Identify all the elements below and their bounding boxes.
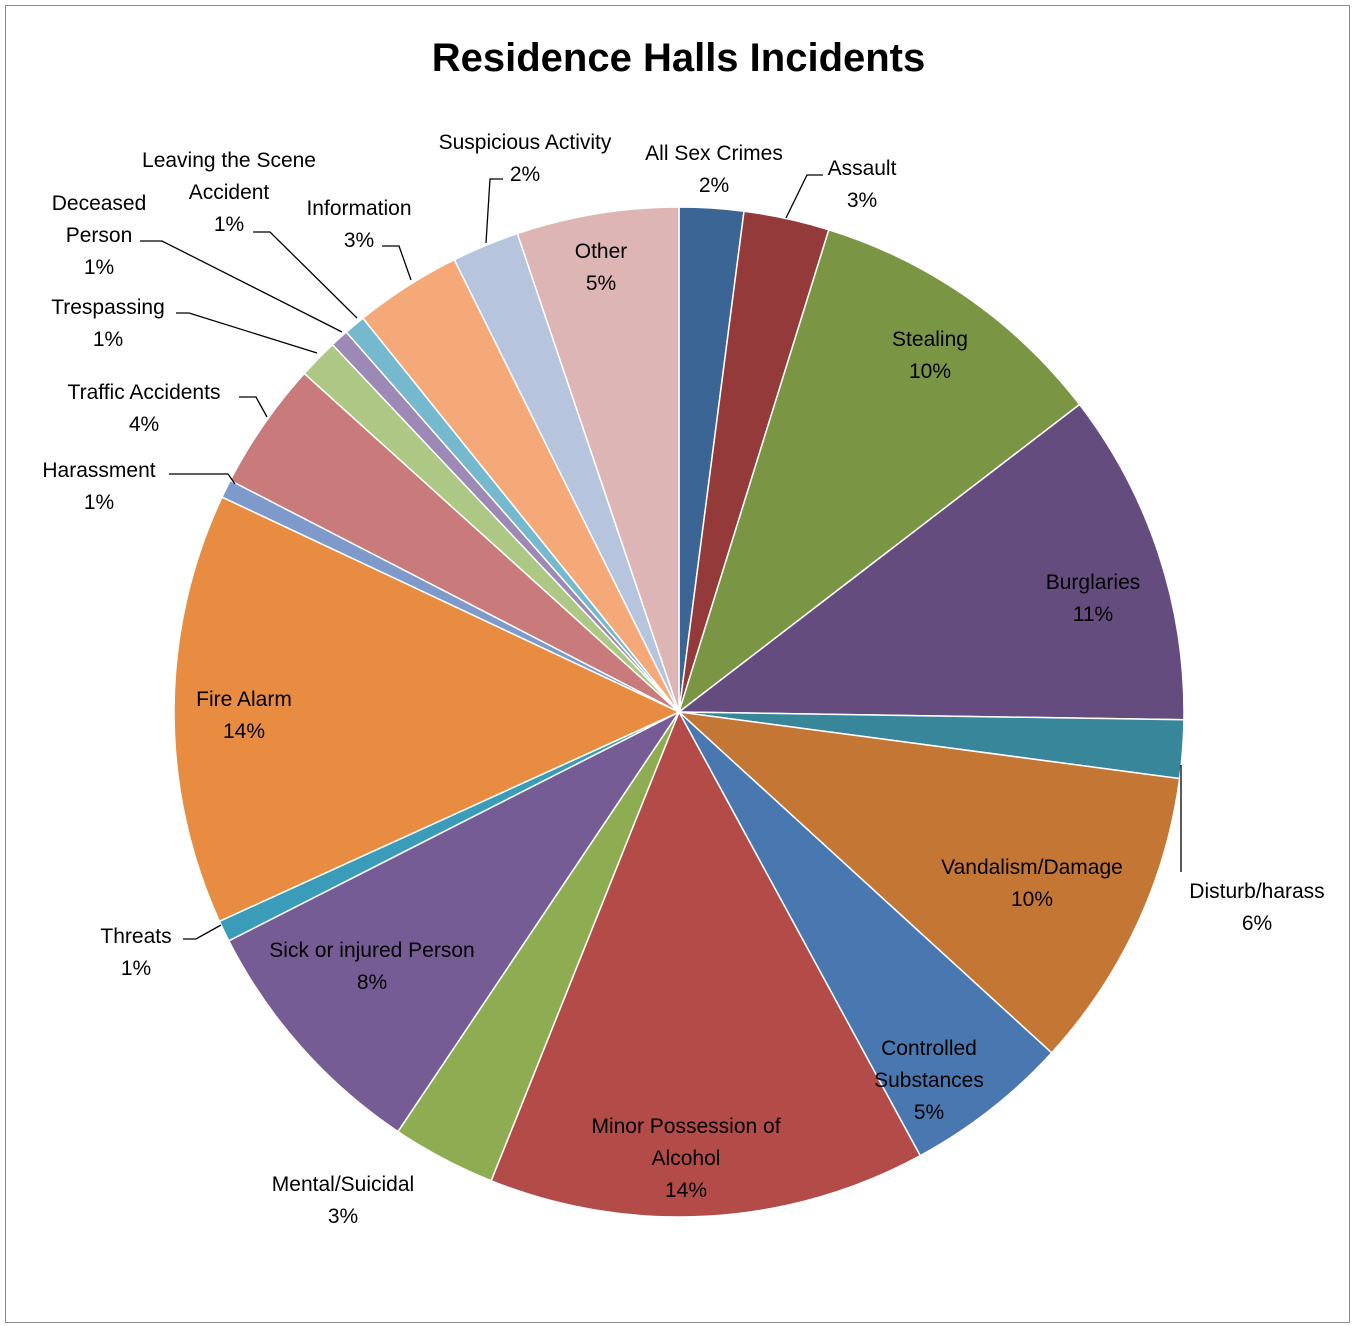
- data-label-traffic-accidents: Traffic Accidents 4%: [68, 381, 221, 436]
- leader-line-harassment: [169, 473, 236, 485]
- pie-slice-vandalism-damage: [676, 710, 1181, 1054]
- pie-slice-fire-alarm: [173, 496, 681, 923]
- data-label-disturb-harass: Disturb/harass 6%: [1189, 880, 1324, 935]
- data-label-threats: Threats 1%: [100, 925, 171, 980]
- pie-slice-sick-or-injured-person: [227, 710, 682, 1133]
- leader-line-traffic-accidents: [239, 396, 268, 418]
- leader-line-trespassing: [176, 312, 318, 354]
- data-label-assault: Assault 3%: [828, 157, 897, 212]
- data-label-controlled-substances: Controlled Substances 5%: [874, 1037, 984, 1124]
- data-label-harassment: Harassment 1%: [42, 459, 155, 514]
- leader-line-threats: [183, 924, 222, 940]
- leader-line-information: [382, 245, 412, 281]
- data-label-deceased-person: Deceased Person 1%: [52, 192, 147, 279]
- pie-slice-burglaries: [676, 403, 1185, 721]
- data-label-minor-possession-of-alcohol: Minor Possession of Alcohol 14%: [591, 1115, 780, 1202]
- data-label-suspicious-activity: Suspicious Activity 2%: [439, 131, 612, 186]
- chart-title: Residence Halls Incidents: [431, 36, 926, 80]
- data-label-information: Information 3%: [306, 197, 411, 252]
- pie-slice-controlled-substances: [678, 711, 1053, 1157]
- data-label-burglaries: Burglaries 11%: [1046, 571, 1141, 626]
- pie-slice-stealing: [677, 228, 1081, 715]
- data-label-leaving-the-scene-accident: Leaving the Scene Accident 1%: [142, 149, 316, 236]
- data-label-mental-suicidal: Mental/Suicidal 3%: [272, 1173, 414, 1228]
- data-label-trespassing: Trespassing 1%: [51, 296, 165, 351]
- pie-slice-minor-possession-of-alcohol: [490, 710, 922, 1218]
- data-label-all-sex-crimes: All Sex Crimes 2%: [645, 142, 783, 197]
- leader-line-deceased-person: [140, 240, 343, 333]
- leader-line-suspicious-activity: [485, 178, 503, 244]
- data-label-vandalism-damage: Vandalism/Damage 10%: [941, 856, 1123, 911]
- leader-line-leaving-the-scene-accident: [253, 231, 358, 319]
- data-label-stealing: Stealing 10%: [892, 328, 968, 383]
- data-label-sick-or-injured-person: Sick or injured Person 8%: [269, 939, 474, 994]
- leader-line-assault: [785, 174, 823, 219]
- data-label-fire-alarm: Fire Alarm 14%: [196, 688, 292, 743]
- data-label-other: Other 5%: [575, 240, 628, 295]
- pie-slice-other: [516, 206, 680, 713]
